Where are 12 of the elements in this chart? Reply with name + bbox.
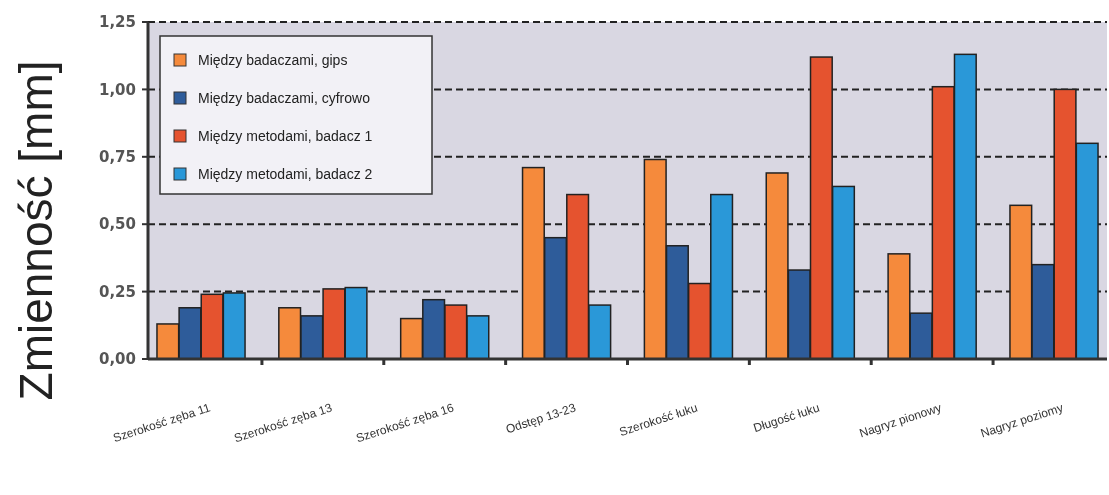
y-tick-label: 1,00 (98, 80, 136, 99)
legend-label: Między metodami, badacz 1 (198, 127, 373, 144)
y-tick-label: 0,00 (98, 350, 136, 369)
y-tick-label: 1,25 (98, 13, 136, 32)
y-tick-label: 0,25 (98, 282, 136, 301)
x-tick-label: Odstęp 13-23 (504, 400, 578, 437)
y-tick-label: 0,50 (98, 215, 136, 234)
legend-label: Między badaczami, gips (198, 51, 348, 68)
y-tick-label: 0,75 (98, 148, 136, 167)
y-axis-title: Zmienność [mm] (10, 60, 62, 401)
legend-label: Między badaczami, cyfrowo (198, 89, 371, 106)
legend-label: Między metodami, badacz 2 (198, 165, 373, 182)
